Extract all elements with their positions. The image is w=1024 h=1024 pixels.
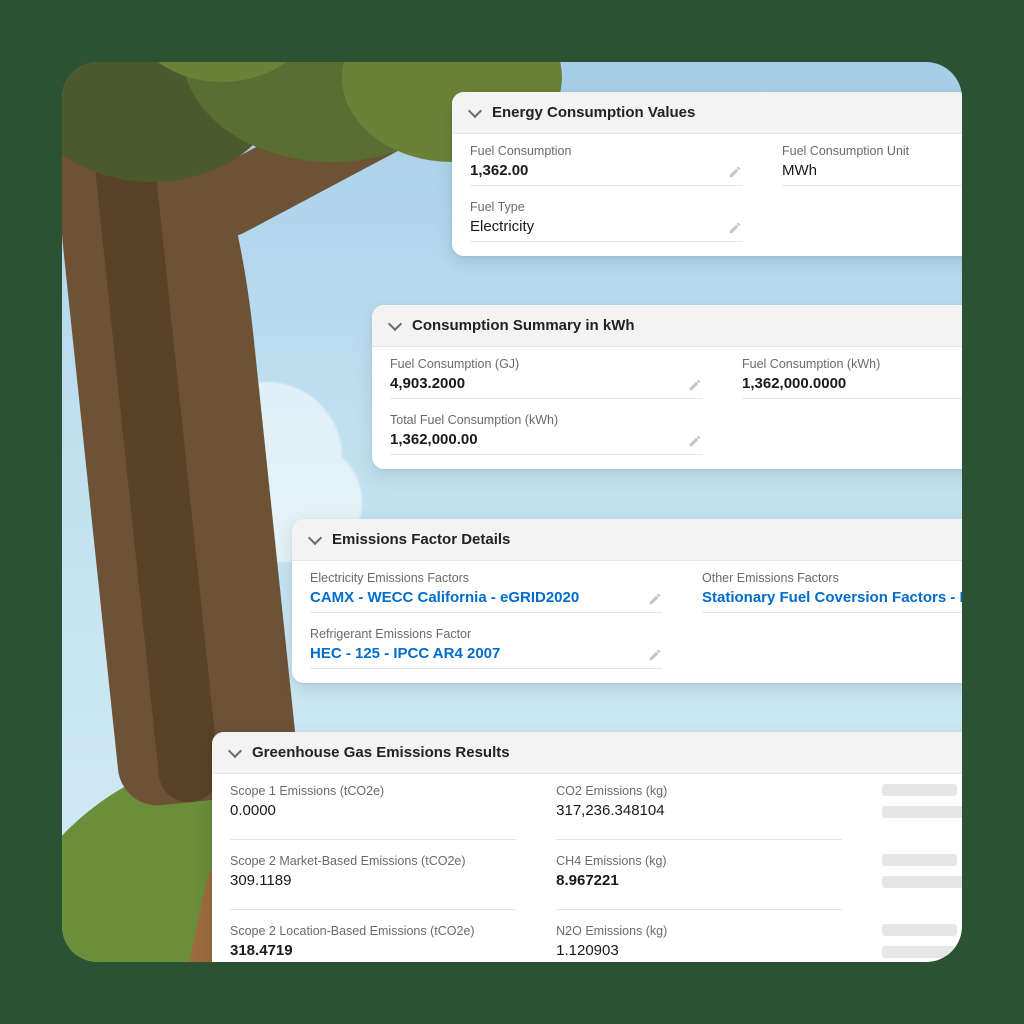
field-value-link[interactable]: Stationary Fuel Coversion Factors - EP..… [702, 589, 962, 606]
energy-consumption-card: Energy Consumption Values Fuel Consumpti… [452, 92, 962, 256]
field-label: CH4 Emissions (kg) [556, 854, 842, 868]
edit-icon[interactable] [728, 165, 742, 179]
field-value: 8.967221 [556, 872, 842, 889]
loading-placeholder [882, 924, 962, 962]
field-label: Fuel Consumption Unit [782, 144, 962, 158]
field-value: 1,362,000.00 [390, 431, 702, 448]
edit-icon[interactable] [688, 434, 702, 448]
app-viewport: Energy Consumption Values Fuel Consumpti… [62, 62, 962, 962]
field-label: Total Fuel Consumption (kWh) [390, 413, 702, 427]
chevron-down-icon [308, 531, 322, 545]
fuel-consumption-gj-field[interactable]: Fuel Consumption (GJ) 4,903.2000 [390, 357, 702, 399]
scope-1-emissions-field[interactable]: Scope 1 Emissions (tCO2e) 0.0000 [230, 784, 516, 840]
fuel-consumption-kwh-field[interactable]: Fuel Consumption (kWh) 1,362,000.0000 [742, 357, 962, 399]
card-header[interactable]: Emissions Factor Details [292, 519, 962, 561]
electricity-emissions-factors-field[interactable]: Electricity Emissions Factors CAMX - WEC… [310, 571, 662, 613]
card-title: Greenhouse Gas Emissions Results [252, 744, 510, 761]
field-label: Fuel Type [470, 200, 742, 214]
field-value: 318.4719 [230, 942, 516, 959]
field-value: Electricity [470, 218, 742, 235]
greenhouse-gas-emissions-card: Greenhouse Gas Emissions Results Scope 1… [212, 732, 962, 962]
field-value: 1,362,000.0000 [742, 375, 962, 392]
card-title: Emissions Factor Details [332, 531, 510, 548]
field-label: CO2 Emissions (kg) [556, 784, 842, 798]
chevron-down-icon [468, 104, 482, 118]
fuel-consumption-field[interactable]: Fuel Consumption 1,362.00 [470, 144, 742, 186]
field-value-link[interactable]: CAMX - WECC California - eGRID2020 [310, 589, 662, 606]
refrigerant-emissions-factor-field[interactable]: Refrigerant Emissions Factor HEC - 125 -… [310, 627, 662, 669]
card-header[interactable]: Consumption Summary in kWh [372, 305, 962, 347]
field-value: 4,903.2000 [390, 375, 702, 392]
field-label: Fuel Consumption (GJ) [390, 357, 702, 371]
field-label: Scope 2 Market-Based Emissions (tCO2e) [230, 854, 516, 868]
edit-icon[interactable] [688, 378, 702, 392]
emissions-factor-details-card: Emissions Factor Details Electricity Emi… [292, 519, 962, 683]
total-fuel-consumption-field[interactable]: Total Fuel Consumption (kWh) 1,362,000.0… [390, 413, 702, 455]
card-title: Consumption Summary in kWh [412, 317, 635, 334]
card-title: Energy Consumption Values [492, 104, 695, 121]
edit-icon[interactable] [648, 592, 662, 606]
field-value: 1.120903 [556, 942, 842, 959]
field-value: 0.0000 [230, 802, 516, 819]
chevron-down-icon [388, 317, 402, 331]
edit-icon[interactable] [648, 648, 662, 662]
field-label: Scope 2 Location-Based Emissions (tCO2e) [230, 924, 516, 938]
consumption-summary-card: Consumption Summary in kWh Fuel Consumpt… [372, 305, 962, 469]
chevron-down-icon [228, 744, 242, 758]
field-value: MWh [782, 162, 962, 179]
scope-2-location-emissions-field[interactable]: Scope 2 Location-Based Emissions (tCO2e)… [230, 924, 516, 962]
field-label: Refrigerant Emissions Factor [310, 627, 662, 641]
field-value: 317,236.348104 [556, 802, 842, 819]
loading-placeholder [882, 854, 962, 910]
card-header[interactable]: Energy Consumption Values [452, 92, 962, 134]
card-header[interactable]: Greenhouse Gas Emissions Results [212, 732, 962, 774]
co2-emissions-field[interactable]: CO2 Emissions (kg) 317,236.348104 [556, 784, 842, 840]
other-emissions-factors-field[interactable]: Other Emissions Factors Stationary Fuel … [702, 571, 962, 613]
field-label: Fuel Consumption [470, 144, 742, 158]
field-label: N2O Emissions (kg) [556, 924, 842, 938]
field-value: 1,362.00 [470, 162, 742, 179]
field-label: Fuel Consumption (kWh) [742, 357, 962, 371]
field-label: Electricity Emissions Factors [310, 571, 662, 585]
edit-icon[interactable] [728, 221, 742, 235]
loading-placeholder [882, 784, 962, 840]
scope-2-market-emissions-field[interactable]: Scope 2 Market-Based Emissions (tCO2e) 3… [230, 854, 516, 910]
n2o-emissions-field[interactable]: N2O Emissions (kg) 1.120903 [556, 924, 842, 962]
field-value: 309.1189 [230, 872, 516, 889]
field-label: Scope 1 Emissions (tCO2e) [230, 784, 516, 798]
fuel-type-field[interactable]: Fuel Type Electricity [470, 200, 742, 242]
ch4-emissions-field[interactable]: CH4 Emissions (kg) 8.967221 [556, 854, 842, 910]
field-value-link[interactable]: HEC - 125 - IPCC AR4 2007 [310, 645, 662, 662]
fuel-consumption-unit-field[interactable]: Fuel Consumption Unit MWh [782, 144, 962, 186]
field-label: Other Emissions Factors [702, 571, 962, 585]
